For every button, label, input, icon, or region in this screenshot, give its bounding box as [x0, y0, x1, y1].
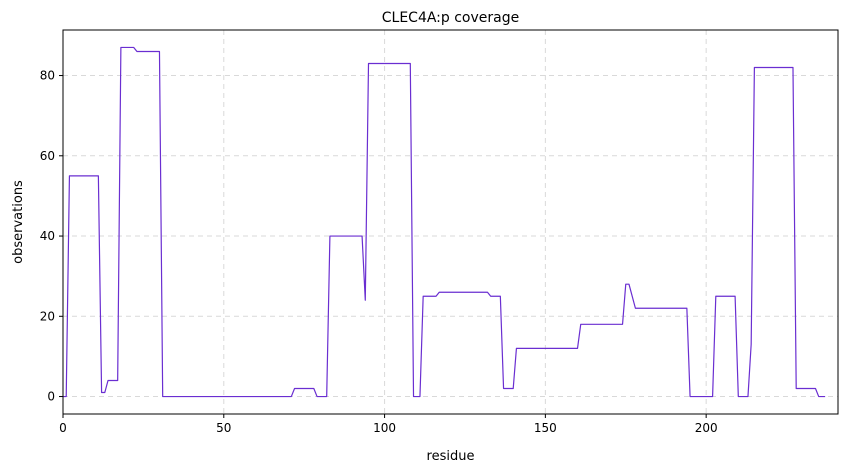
x-tick-label: 0 [59, 421, 67, 435]
series-layer [63, 46, 826, 398]
chart-title: CLEC4A:p coverage [382, 10, 519, 26]
x-axis: 0 50 100 150 200 [59, 414, 718, 435]
x-tick-label: 50 [216, 421, 231, 435]
y-tick-label: 80 [40, 69, 55, 83]
x-axis-label: residue [427, 449, 475, 464]
plot-frame [62, 29, 839, 415]
x-tick-label: 100 [373, 421, 396, 435]
y-tick-label: 0 [47, 390, 55, 404]
y-axis: 0 20 40 60 80 [40, 69, 63, 404]
y-tick-label: 60 [40, 149, 55, 163]
x-tick-label: 200 [695, 421, 718, 435]
y-tick-label: 20 [40, 309, 55, 323]
coverage-series-line [63, 46, 826, 398]
grid [62, 30, 838, 414]
y-axis-label: observations [11, 180, 26, 264]
y-tick-label: 40 [40, 229, 55, 243]
x-tick-label: 150 [534, 421, 557, 435]
